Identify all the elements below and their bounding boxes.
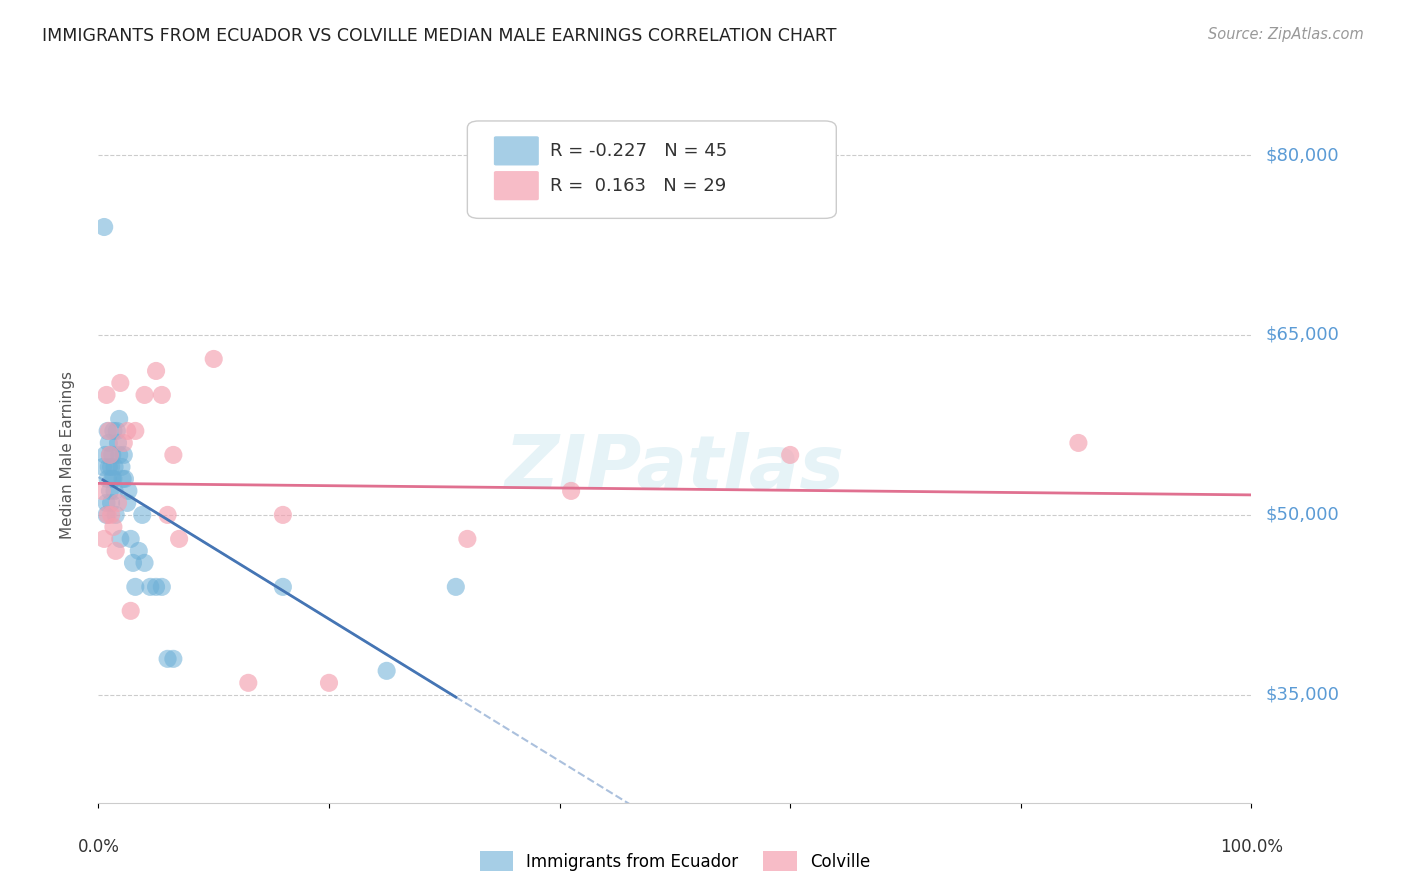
Point [93,532,115,546]
Point [120,532,142,546]
Point [456,532,478,546]
Point [111,472,134,486]
Point [117,483,139,498]
Point [101,448,124,462]
Point [150,388,173,402]
Point [97,424,120,438]
Point [96,388,118,402]
Text: R = -0.227   N = 45: R = -0.227 N = 45 [550,142,728,160]
Point [139,580,162,594]
Point [162,652,184,666]
Point [145,580,167,594]
Point [134,388,156,402]
Point [96,496,118,510]
Point [122,556,145,570]
Point [101,472,124,486]
Point [128,544,150,558]
Text: IMMIGRANTS FROM ECUADOR VS COLVILLE MEDIAN MALE EARNINGS CORRELATION CHART: IMMIGRANTS FROM ECUADOR VS COLVILLE MEDI… [42,27,837,45]
Point [134,556,156,570]
Point [444,580,467,594]
Point [100,459,122,474]
Point [131,508,153,522]
Point [104,544,127,558]
Point [107,436,129,450]
Point [117,496,138,510]
Point [271,508,294,522]
Point [105,424,128,438]
Point [107,496,129,510]
Point [97,508,120,522]
FancyBboxPatch shape [467,121,837,219]
Point [375,664,398,678]
Text: Source: ZipAtlas.com: Source: ZipAtlas.com [1208,27,1364,42]
Point [108,412,131,426]
Point [108,448,131,462]
Point [104,508,127,522]
Legend: Immigrants from Ecuador, Colville: Immigrants from Ecuador, Colville [472,845,877,878]
Text: $35,000: $35,000 [1265,686,1340,704]
Point [97,472,120,486]
Point [100,496,122,510]
Text: $80,000: $80,000 [1265,146,1339,164]
Point [117,424,138,438]
Point [90,483,112,498]
Point [318,676,340,690]
Point [560,483,582,498]
Point [120,604,142,618]
Point [238,676,260,690]
Point [103,472,125,486]
Text: $50,000: $50,000 [1265,506,1339,524]
Point [112,448,135,462]
Point [110,532,132,546]
Text: 100.0%: 100.0% [1220,838,1282,855]
Point [167,532,190,546]
Point [93,219,115,234]
Point [97,424,120,438]
Point [98,448,121,462]
Point [98,448,121,462]
Point [110,376,132,390]
Point [94,448,117,462]
Point [124,580,146,594]
Point [114,472,136,486]
Point [97,436,120,450]
Point [145,364,167,378]
FancyBboxPatch shape [494,136,538,166]
Point [103,483,125,498]
FancyBboxPatch shape [494,171,538,201]
Y-axis label: Median Male Earnings: Median Male Earnings [60,371,75,539]
Point [96,508,118,522]
Point [162,448,184,462]
Point [271,580,294,594]
Point [150,580,173,594]
Point [103,520,125,534]
Point [103,424,125,438]
Text: 0.0%: 0.0% [77,838,120,855]
Point [110,459,132,474]
Point [100,508,122,522]
Point [103,459,125,474]
Point [124,424,146,438]
Point [97,459,120,474]
Point [156,508,179,522]
Point [112,436,135,450]
Point [156,652,179,666]
Point [779,448,801,462]
Point [1067,436,1090,450]
Text: ZIPatlas: ZIPatlas [505,433,845,506]
Point [91,459,114,474]
Text: $65,000: $65,000 [1265,326,1339,344]
Point [98,483,121,498]
Point [202,351,225,366]
Text: R =  0.163   N = 29: R = 0.163 N = 29 [550,177,727,194]
